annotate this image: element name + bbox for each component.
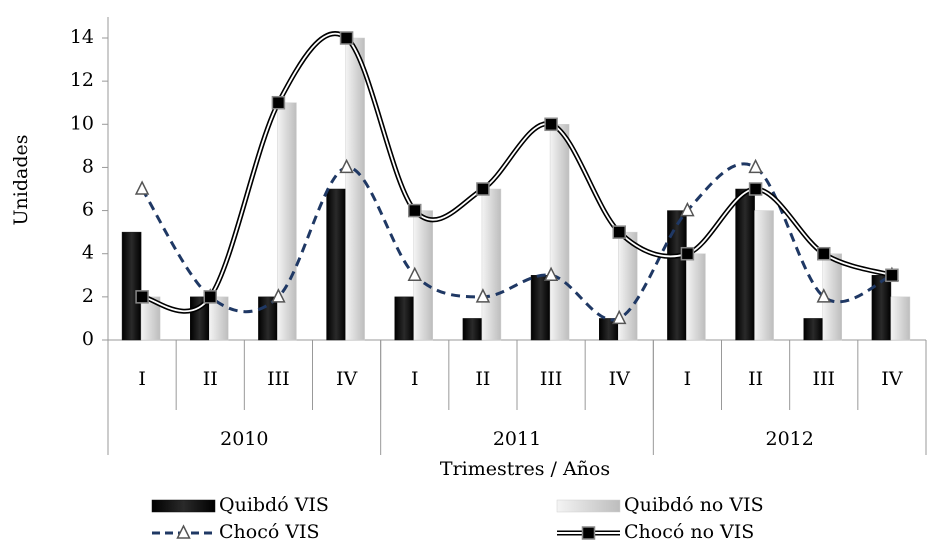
- marker: [817, 246, 831, 261]
- marker: [271, 288, 286, 303]
- bar: [462, 318, 483, 341]
- bar: [140, 296, 161, 341]
- marker: [748, 182, 763, 196]
- marker: [816, 288, 831, 303]
- legend-label: Chocó no VIS: [624, 521, 754, 543]
- bar: [326, 188, 346, 341]
- legend-label: Quibdó no VIS: [624, 494, 764, 516]
- bar: [549, 124, 570, 341]
- marker: [476, 182, 490, 196]
- group-label: 2011: [493, 428, 541, 450]
- bar: [667, 210, 687, 341]
- marker: [135, 290, 149, 304]
- bar: [481, 188, 502, 341]
- bar: [803, 318, 823, 341]
- bar: [890, 296, 911, 341]
- y-tick-label: 12: [70, 69, 94, 91]
- y-tick-label: 4: [82, 242, 94, 264]
- y-tick-label: 0: [82, 328, 94, 350]
- marker: [339, 31, 354, 45]
- bar: [754, 210, 774, 341]
- y-tick-label: 2: [82, 285, 94, 307]
- bar: [735, 188, 755, 341]
- legend-marker: [581, 526, 596, 540]
- group-label: 2010: [220, 428, 268, 450]
- marker: [203, 290, 217, 304]
- x-tick-label: III: [812, 368, 835, 390]
- legend-swatch: [556, 499, 621, 513]
- x-tick-label: III: [267, 368, 290, 390]
- y-tick-label: 10: [70, 112, 94, 134]
- marker: [612, 225, 626, 239]
- x-tick-label: I: [684, 368, 692, 390]
- x-tick-label: I: [411, 368, 419, 390]
- x-tick-label: IV: [881, 368, 903, 390]
- line: [141, 31, 893, 314]
- legend-label: Chocó VIS: [219, 521, 320, 543]
- marker: [544, 117, 558, 132]
- x-tick-label: I: [138, 368, 146, 390]
- x-tick-label: III: [540, 368, 563, 390]
- marker: [612, 309, 627, 325]
- x-axis-title: Trimestres / Años: [440, 458, 610, 480]
- bar: [686, 253, 706, 341]
- x-tick-label: II: [748, 368, 763, 390]
- x-tick-label: II: [203, 368, 218, 390]
- marker: [748, 158, 763, 174]
- group-label: 2012: [765, 428, 813, 450]
- bar: [121, 231, 142, 341]
- bar: [258, 296, 278, 341]
- bar: [394, 296, 414, 341]
- marker: [543, 266, 559, 282]
- x-tick-label: IV: [336, 368, 358, 390]
- marker: [885, 268, 899, 283]
- legend-marker: [176, 524, 191, 539]
- marker: [134, 180, 150, 195]
- marker: [408, 203, 422, 218]
- bar: [209, 296, 229, 341]
- line: [140, 162, 893, 322]
- legend-swatch: [151, 499, 216, 513]
- marker: [271, 95, 286, 110]
- bar: [530, 275, 551, 341]
- y-tick-label: 8: [82, 155, 94, 177]
- y-tick-label: 6: [82, 199, 94, 221]
- marker: [680, 246, 695, 261]
- y-axis-title: Unidades: [10, 135, 32, 226]
- y-tick-label: 14: [70, 26, 94, 48]
- marker: [680, 201, 695, 217]
- marker: [407, 266, 422, 282]
- x-tick-label: II: [475, 368, 490, 390]
- x-tick-label: IV: [609, 368, 631, 390]
- bar: [345, 37, 365, 341]
- bar: [618, 231, 638, 341]
- marker: [339, 158, 354, 174]
- marker: [475, 288, 491, 303]
- legend-label: Quibdó VIS: [219, 494, 329, 516]
- bar: [277, 102, 297, 341]
